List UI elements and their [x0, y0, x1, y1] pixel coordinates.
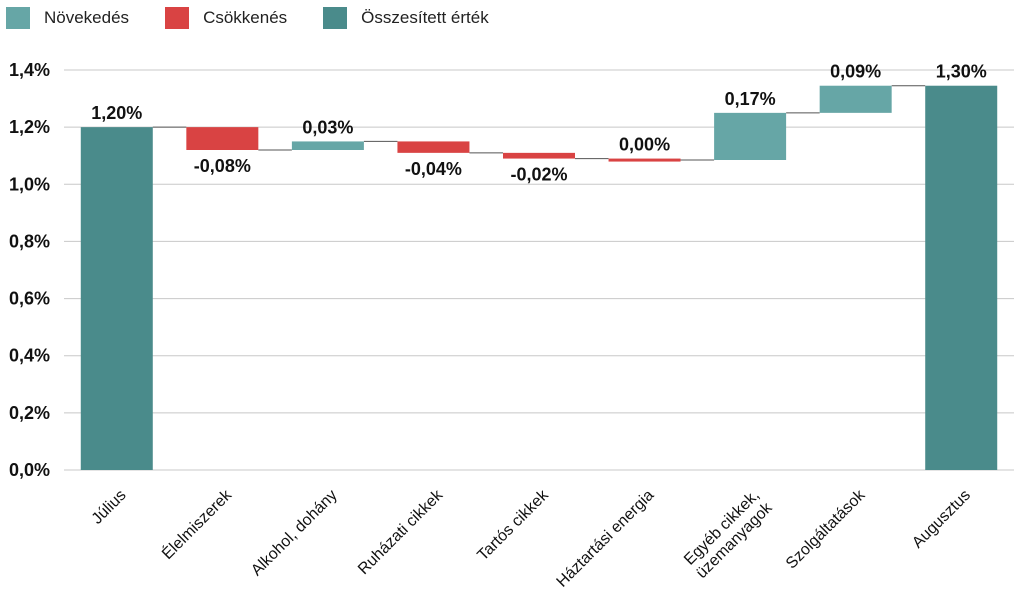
y-tick-label: 1,4% [9, 60, 50, 80]
bar-1 [80, 127, 153, 471]
bar-2 [186, 127, 259, 150]
legend-swatch-total [323, 7, 348, 29]
x-tick-label: Szolgáltatások [783, 486, 869, 572]
bar-7 [714, 112, 787, 160]
x-tick-label: Augusztus [909, 487, 974, 552]
x-tick-label: Ruházati cikkek [355, 486, 447, 578]
x-tick-label: Háztartási energia [554, 487, 658, 591]
x-tick-label: Egyéb cikkek,üzemanyagok [680, 486, 776, 582]
bar-4 [397, 141, 470, 153]
y-tick-label: 0,8% [9, 231, 50, 251]
data-label: 1,20% [91, 103, 142, 123]
data-label: -0,02% [510, 165, 567, 185]
bar-5 [503, 152, 575, 159]
y-tick-label: 1,0% [9, 174, 50, 194]
legend-label-decrease: Csökkenés [203, 8, 288, 27]
data-label: 1,30% [936, 62, 987, 82]
legend-label-increase: Növekedés [44, 8, 130, 27]
y-tick-label: 0,6% [9, 289, 50, 309]
data-label: 0,03% [302, 117, 353, 137]
legend-item-decrease[interactable]: Csökkenés [165, 7, 287, 29]
legend-swatch-decrease [165, 7, 190, 29]
data-label: 0,09% [830, 62, 881, 82]
y-tick-label: 0,4% [9, 346, 50, 366]
legend: Növekedés Csökkenés Összesített érték [6, 6, 525, 30]
legend-item-increase[interactable]: Növekedés [6, 7, 129, 29]
legend-item-total[interactable]: Összesített érték [323, 7, 489, 29]
data-label: 0,17% [725, 89, 776, 109]
bar-3 [291, 141, 364, 150]
bar-8 [819, 85, 892, 113]
data-label: -0,08% [194, 156, 251, 176]
legend-swatch-increase [6, 7, 30, 29]
y-tick-label: 0,2% [9, 403, 50, 423]
x-tick-label: Alkohol, dohány [248, 487, 341, 580]
legend-label-total: Összesített érték [361, 8, 489, 27]
bar-6 [608, 158, 681, 162]
data-label: -0,04% [405, 159, 462, 179]
y-tick-label: 1,2% [9, 117, 50, 137]
x-tick-label: Élelmiszerek [158, 485, 236, 563]
x-tick-label: Július [89, 487, 130, 528]
y-tick-label: 0,0% [9, 460, 50, 480]
bar-9 [925, 85, 998, 470]
data-label: 0,00% [619, 135, 670, 155]
x-tick-label: Tartós cikkek [474, 486, 552, 564]
